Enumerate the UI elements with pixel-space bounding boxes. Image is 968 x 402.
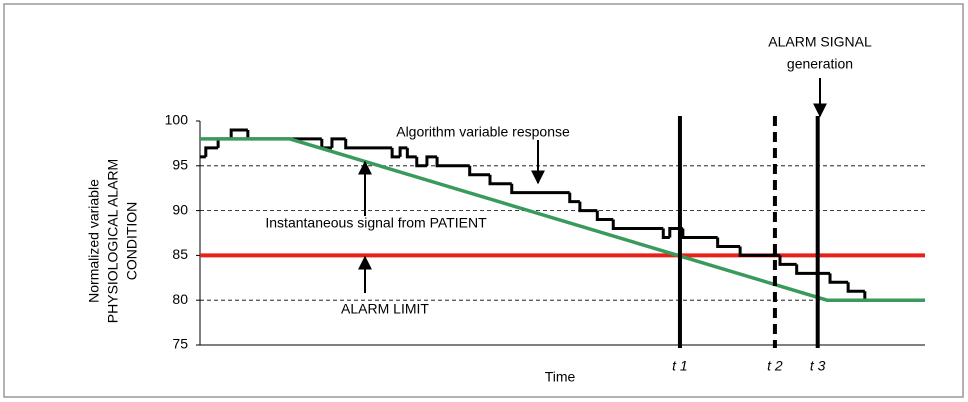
step-segment [568, 192, 580, 204]
x-axis-label: Time [545, 369, 576, 385]
step-segment [828, 273, 849, 284]
step-segment [611, 219, 664, 231]
step-segment [661, 228, 670, 239]
step-segment [330, 137, 346, 148]
y-axis-label: CONDITION [124, 202, 140, 281]
y-axis-label: Normalized variable [86, 179, 102, 303]
step-segment [681, 228, 718, 239]
step-segment [795, 264, 831, 275]
step-segment [595, 210, 614, 222]
step-segment [510, 183, 570, 195]
time-marker-label: t 3 [810, 358, 826, 374]
y-tick-label: 100 [165, 112, 189, 128]
alarm-signal-label: ALARM SIGNAL [768, 34, 872, 50]
y-axis-label: PHYSIOLOGICAL ALARM [105, 159, 121, 323]
y-tick-label: 95 [172, 157, 188, 173]
step-segment [488, 174, 512, 186]
step-segment [468, 165, 490, 177]
step-segment [229, 128, 248, 139]
series-label: Instantaneous signal from PATIENT [265, 215, 487, 231]
y-tick-label: 75 [172, 336, 188, 352]
step-segment [415, 156, 427, 168]
step-segment [204, 146, 219, 157]
y-tick-label: 80 [172, 291, 188, 307]
step-segment [846, 282, 865, 293]
step-segment [344, 138, 393, 150]
step-segment [435, 156, 470, 168]
step-segment [578, 201, 598, 213]
frame [3, 3, 964, 398]
step-segment [778, 255, 797, 266]
step-segment [738, 246, 780, 257]
y-tick-label: 85 [172, 246, 188, 262]
series-line [200, 137, 925, 302]
series-label: Algorithm variable response [396, 124, 570, 140]
step-segment [320, 138, 332, 150]
step-segment [390, 147, 401, 159]
time-marker-label: t 1 [672, 358, 688, 374]
step-segment [398, 146, 408, 157]
time-marker-label: t 2 [767, 358, 783, 374]
alarm-limit-label: ALARM LIMIT [341, 301, 429, 317]
y-tick-label: 90 [172, 201, 188, 217]
step-segment [425, 155, 438, 166]
step-segment [405, 147, 417, 159]
alarm-signal-label: generation [787, 56, 853, 72]
step-segment [716, 237, 741, 248]
